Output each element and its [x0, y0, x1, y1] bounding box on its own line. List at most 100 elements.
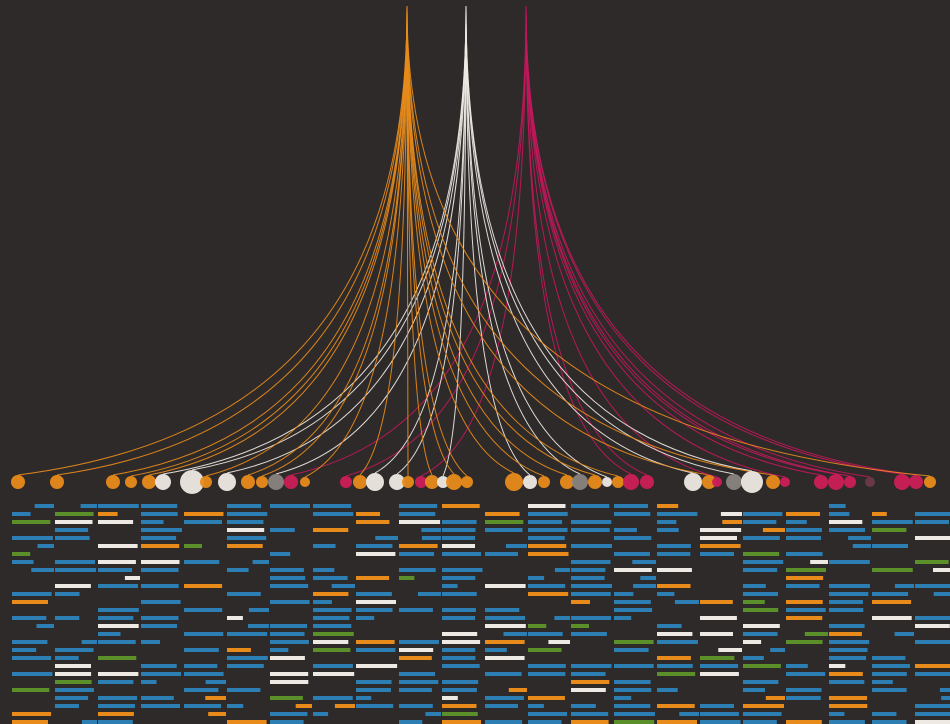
dash-cell	[55, 536, 90, 540]
dash-cell	[141, 640, 160, 644]
dash-cell	[313, 504, 351, 508]
dash-cell	[509, 688, 527, 692]
dash-cell	[55, 592, 80, 596]
dash-cell	[829, 624, 865, 628]
dash-cell	[98, 512, 118, 516]
dash-cell	[786, 584, 820, 588]
dash-cell	[829, 600, 863, 604]
background	[0, 0, 950, 724]
dash-cell	[743, 592, 778, 596]
dash-cell	[227, 536, 266, 540]
node	[924, 476, 936, 488]
dash-cell	[614, 552, 650, 556]
dash-cell	[614, 568, 652, 572]
dash-cell	[743, 608, 778, 612]
dash-cell	[786, 616, 822, 620]
dash-cell	[743, 568, 777, 572]
dash-cell	[743, 520, 776, 524]
dash-cell	[485, 528, 523, 532]
dash-cell	[55, 648, 94, 652]
dash-cell	[915, 560, 949, 564]
dash-cell	[915, 520, 949, 524]
dash-cell	[571, 544, 612, 548]
dash-cell	[633, 584, 656, 588]
dash-cell	[895, 632, 914, 636]
dash-cell	[141, 512, 178, 516]
dash-cell	[98, 632, 121, 636]
dash-cell	[485, 720, 522, 724]
dash-cell	[313, 512, 353, 516]
dash-cell	[141, 672, 181, 676]
dash-cell	[614, 648, 649, 652]
dash-cell	[743, 584, 766, 588]
dash-cell	[184, 688, 218, 692]
dash-cell	[98, 696, 137, 700]
dash-cell	[554, 616, 570, 620]
dash-cell	[829, 680, 864, 684]
dash-cell	[872, 720, 907, 724]
dash-cell	[915, 720, 950, 724]
dash-cell	[528, 592, 568, 596]
dash-cell	[270, 720, 304, 724]
dash-cell	[915, 616, 950, 620]
dash-cell	[571, 712, 608, 716]
dash-cell	[829, 592, 868, 596]
dash-cell	[743, 664, 781, 668]
node	[125, 476, 137, 488]
node	[588, 475, 602, 489]
dash-cell	[270, 672, 308, 676]
dash-cell	[786, 696, 821, 700]
dash-cell	[743, 600, 765, 604]
dash-cell	[442, 696, 458, 700]
dash-cell	[356, 576, 389, 580]
dash-cell	[872, 592, 908, 596]
dash-cell	[98, 584, 138, 588]
dash-cell	[743, 536, 780, 540]
dash-cell	[700, 544, 741, 548]
dash-cell	[313, 664, 353, 668]
dash-cell	[55, 696, 88, 700]
dash-cell	[270, 600, 310, 604]
dash-cell	[184, 520, 222, 524]
node	[865, 477, 875, 487]
dash-cell	[442, 648, 475, 652]
dash-cell	[313, 640, 348, 644]
dash-cell	[184, 648, 219, 652]
dash-cell	[98, 624, 139, 628]
dash-cell	[98, 712, 134, 716]
dash-cell	[872, 616, 912, 620]
dash-cell	[442, 656, 475, 660]
dash-cell	[766, 696, 785, 700]
dash-cell	[442, 720, 481, 724]
dash-cell	[313, 632, 354, 636]
dash-cell	[829, 528, 865, 532]
dash-cell	[700, 528, 741, 532]
node	[712, 477, 722, 487]
dash-cell	[313, 576, 348, 580]
dash-cell	[55, 672, 91, 676]
dash-cell	[12, 616, 46, 620]
dash-cell	[125, 576, 140, 580]
dash-cell	[270, 712, 307, 716]
node	[505, 473, 523, 491]
dash-cell	[12, 560, 34, 564]
node	[366, 473, 384, 491]
node	[256, 476, 268, 488]
dash-cell	[657, 544, 691, 548]
dash-cell	[270, 576, 305, 580]
dash-cell	[895, 584, 914, 588]
dash-cell	[770, 648, 785, 652]
dash-cell	[872, 512, 887, 516]
dash-cell	[614, 592, 633, 596]
node	[572, 474, 588, 490]
dash-cell	[12, 648, 36, 652]
dash-cell	[872, 664, 910, 668]
dash-cell	[442, 576, 475, 580]
dash-cell	[657, 528, 679, 532]
dash-cell	[141, 536, 176, 540]
dash-cell	[915, 664, 950, 668]
dash-cell	[743, 704, 784, 708]
dash-cell	[657, 688, 678, 692]
dash-cell	[485, 552, 518, 556]
dash-cell	[700, 656, 734, 660]
